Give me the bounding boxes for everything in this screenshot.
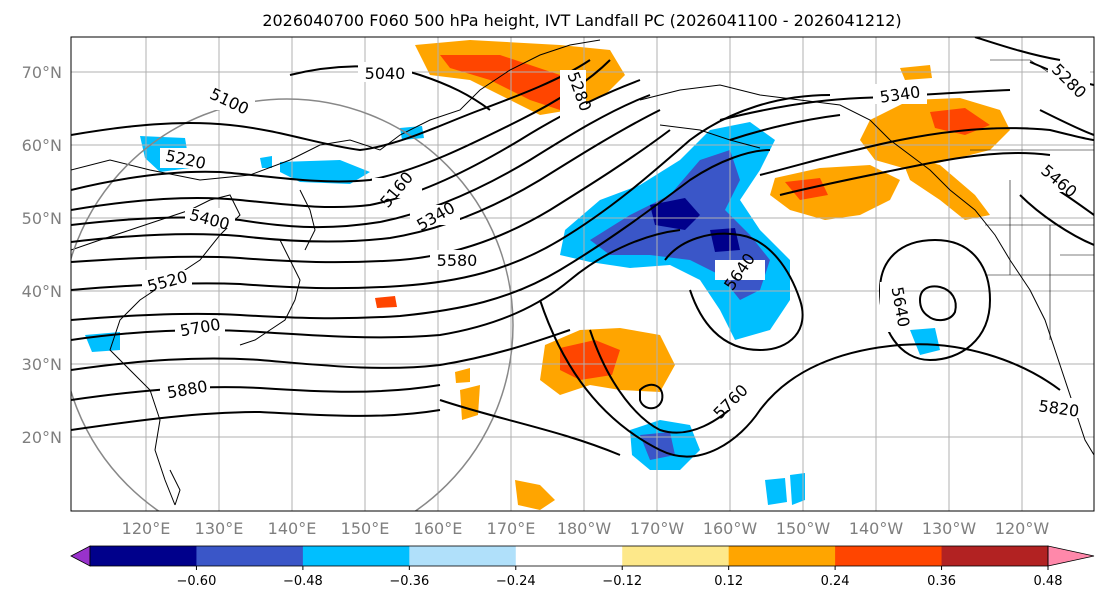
lon-tick-label: 120°E <box>122 519 171 538</box>
lon-tick-label: 150°W <box>776 519 831 538</box>
lon-tick-label: 130°E <box>195 519 244 538</box>
colorbar-bin <box>622 546 730 566</box>
lat-tick-label: 60°N <box>22 136 62 155</box>
colorbar-bin <box>409 546 517 566</box>
colorbar-tick-label: −0.60 <box>177 574 217 589</box>
colorbar-tick-label: −0.24 <box>496 574 536 589</box>
lat-tick-label: 40°N <box>22 282 62 301</box>
lat-tick-label: 30°N <box>22 355 62 374</box>
colorbar-bin <box>941 546 1049 566</box>
colorbar-tick-label: 0.12 <box>714 574 743 589</box>
lat-tick-label: 70°N <box>22 63 62 82</box>
colorbar-bin <box>835 546 943 566</box>
colorbar-bin <box>728 546 836 566</box>
lon-tick-label: 180°W <box>557 519 612 538</box>
lon-tick-label: 120°W <box>995 519 1050 538</box>
lon-tick-label: 160°E <box>414 519 463 538</box>
latitude-labels: 70°N 60°N 50°N 40°N 30°N 20°N <box>22 63 62 447</box>
positive-anomaly-shading <box>375 40 1010 510</box>
contour-label: 5580 <box>437 251 478 270</box>
colorbar-tick-label: 0.24 <box>821 574 850 589</box>
lon-tick-label: 150°E <box>341 519 390 538</box>
lon-tick-label: 170°E <box>487 519 536 538</box>
colorbar-bin <box>515 546 623 566</box>
lat-tick-label: 50°N <box>22 209 62 228</box>
longitude-labels: 120°E 130°E 140°E 150°E 160°E 170°E 180°… <box>122 519 1050 538</box>
contour-label: 5040 <box>365 64 406 83</box>
colorbar-extend-high <box>1047 545 1095 567</box>
borders <box>970 59 1094 340</box>
reference-circle <box>71 98 514 511</box>
map-panel: 5040 5100 5220 5400 5520 5700 5880 5160 … <box>70 36 1095 512</box>
colorbar-tick-label: 0.48 <box>1034 574 1063 589</box>
colorbar-frame <box>89 545 1049 567</box>
lon-tick-label: 140°E <box>268 519 317 538</box>
lat-tick-label: 20°N <box>22 428 62 447</box>
map-frame <box>70 36 1095 512</box>
figure-title: 2026040700 F060 500 hPa height, IVT Land… <box>262 11 901 30</box>
lon-tick-label: 170°W <box>630 519 685 538</box>
colorbar-tick-label: −0.48 <box>283 574 323 589</box>
colorbar-bin <box>196 546 304 566</box>
colorbar-tick-label: −0.36 <box>389 574 429 589</box>
colorbar-tick-label: −0.12 <box>602 574 642 589</box>
lon-tick-label: 140°W <box>849 519 904 538</box>
colorbar-tick-label: 0.36 <box>927 574 956 589</box>
colorbar-extend-low <box>70 545 91 567</box>
colorbar: −0.60 −0.48 −0.36 −0.24 −0.12 0.12 0.24 0.36 0.4… <box>70 545 1095 589</box>
colorbar-bin <box>302 546 410 566</box>
colorbar-bin <box>90 546 197 566</box>
lon-tick-label: 130°W <box>922 519 977 538</box>
lon-tick-label: 160°W <box>703 519 758 538</box>
